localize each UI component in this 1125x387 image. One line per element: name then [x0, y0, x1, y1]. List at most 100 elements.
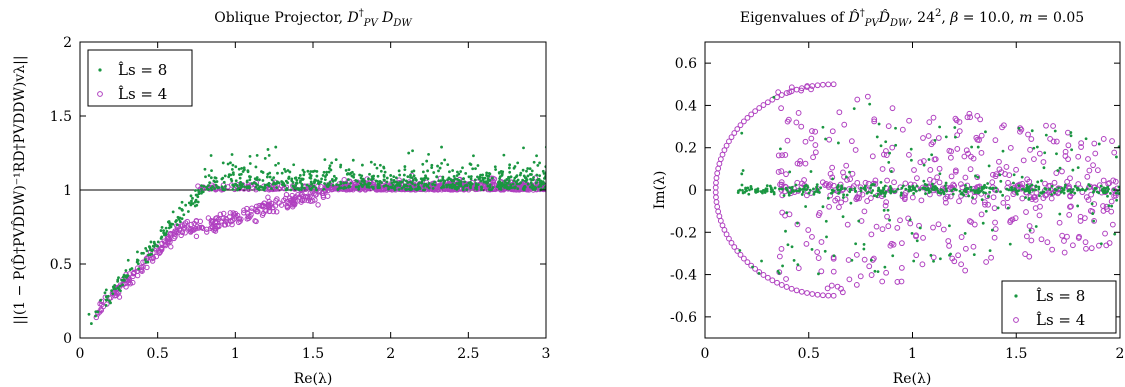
eig-point-ls8: [759, 190, 763, 193]
eig-point-ls8: [819, 186, 823, 190]
eig-point-ls4: [818, 239, 825, 245]
eig-point-ls4: [717, 217, 724, 224]
eig-point-ls4: [803, 192, 810, 199]
eig-point-ls4: [815, 255, 822, 261]
point-ls4: [379, 186, 385, 193]
point-ls8: [354, 185, 358, 189]
point-ls8: [160, 225, 164, 229]
point-ls4: [548, 188, 552, 192]
point-ls8: [167, 220, 171, 223]
eig-point-ls4: [1022, 251, 1029, 257]
point-ls8: [409, 173, 412, 177]
eig-point-ls8: [772, 192, 776, 196]
point-ls4: [112, 293, 118, 299]
eig-point-ls4: [1066, 212, 1073, 218]
eig-point-ls4: [970, 243, 977, 250]
eig-point-ls4: [1087, 208, 1094, 214]
point-ls8: [335, 183, 338, 187]
point-ls4: [312, 192, 319, 198]
point-ls8: [481, 173, 485, 177]
point-ls8: [433, 183, 437, 187]
eig-point-ls8: [800, 193, 804, 196]
eig-point-ls8: [826, 196, 830, 200]
point-ls8: [539, 180, 542, 184]
point-ls8: [352, 175, 356, 179]
point-ls8: [301, 177, 305, 181]
eig-point-ls4: [879, 278, 886, 285]
eig-point-ls4: [808, 135, 815, 142]
eig-point-ls4: [1024, 176, 1031, 183]
point-ls8: [275, 186, 278, 189]
eig-point-ls4: [778, 282, 785, 288]
right-ytick-label: 0.4: [675, 98, 697, 114]
point-ls8: [507, 175, 510, 179]
point-ls8: [386, 184, 390, 188]
point-ls8: [295, 187, 299, 191]
eig-point-ls4: [830, 268, 837, 275]
eig-point-ls8: [778, 187, 781, 191]
point-ls8: [491, 186, 495, 189]
eig-point-ls8: [1076, 166, 1080, 169]
point-ls8: [411, 149, 414, 153]
point-ls8: [400, 180, 404, 184]
point-ls8: [255, 178, 259, 181]
point-ls8: [136, 262, 140, 266]
point-ls8: [404, 179, 408, 183]
eig-point-ls8: [883, 194, 887, 198]
point-ls8: [532, 176, 535, 179]
eig-point-ls8: [765, 189, 769, 193]
eig-point-ls4: [841, 121, 848, 128]
eig-point-ls4: [810, 154, 816, 161]
eig-point-ls8: [944, 184, 947, 188]
point-ls8: [239, 172, 243, 176]
eig-point-ls4: [712, 184, 719, 191]
point-ls8: [398, 173, 402, 177]
point-ls8: [472, 154, 475, 158]
eig-point-ls4: [798, 123, 805, 130]
point-ls8: [438, 166, 442, 170]
point-ls8: [171, 210, 175, 214]
left-y-axis-label: ||(1 − P(D̂†PVD̂DW)⁻¹RD†PVDDW)vλ||: [10, 55, 28, 324]
point-ls8: [476, 164, 480, 167]
point-ls8: [299, 179, 302, 183]
point-ls8: [196, 188, 200, 192]
point-ls8: [375, 166, 379, 170]
legend-marker-ls8: [1014, 294, 1018, 298]
point-ls8: [332, 174, 336, 178]
point-ls8: [207, 174, 211, 177]
point-ls8: [512, 186, 516, 189]
eig-point-ls4: [1032, 194, 1038, 200]
eig-point-ls4: [894, 224, 901, 231]
eig-point-ls4: [795, 265, 802, 272]
point-ls8: [230, 179, 234, 183]
eig-point-ls4: [996, 166, 1003, 173]
eig-point-ls8: [908, 218, 912, 222]
eig-point-ls8: [994, 186, 998, 190]
point-ls8: [514, 175, 518, 179]
point-ls8: [148, 253, 152, 257]
point-ls8: [497, 180, 501, 184]
eig-point-ls4: [1065, 156, 1071, 163]
point-ls8: [295, 178, 299, 182]
point-ls4: [231, 212, 238, 218]
point-ls8: [303, 186, 306, 190]
point-ls8: [196, 200, 200, 204]
eig-point-ls4: [716, 160, 723, 167]
eig-point-ls4: [1028, 136, 1035, 142]
point-ls8: [414, 178, 418, 182]
eig-point-ls8: [796, 221, 799, 225]
point-ls8: [395, 180, 398, 184]
eig-point-ls4: [774, 94, 780, 101]
point-ls8: [327, 170, 331, 174]
point-ls8: [352, 173, 356, 176]
eig-point-ls4: [1036, 212, 1043, 219]
point-ls8: [261, 186, 265, 189]
right-xtick-label: 0.5: [798, 346, 820, 362]
eig-point-ls8: [900, 186, 904, 190]
point-ls8: [351, 170, 354, 174]
eig-point-ls4: [930, 139, 936, 146]
point-ls8: [431, 183, 434, 186]
point-ls8: [421, 170, 425, 174]
legend-label-ls4: L̂s = 4: [118, 85, 168, 103]
point-ls8: [468, 162, 472, 166]
